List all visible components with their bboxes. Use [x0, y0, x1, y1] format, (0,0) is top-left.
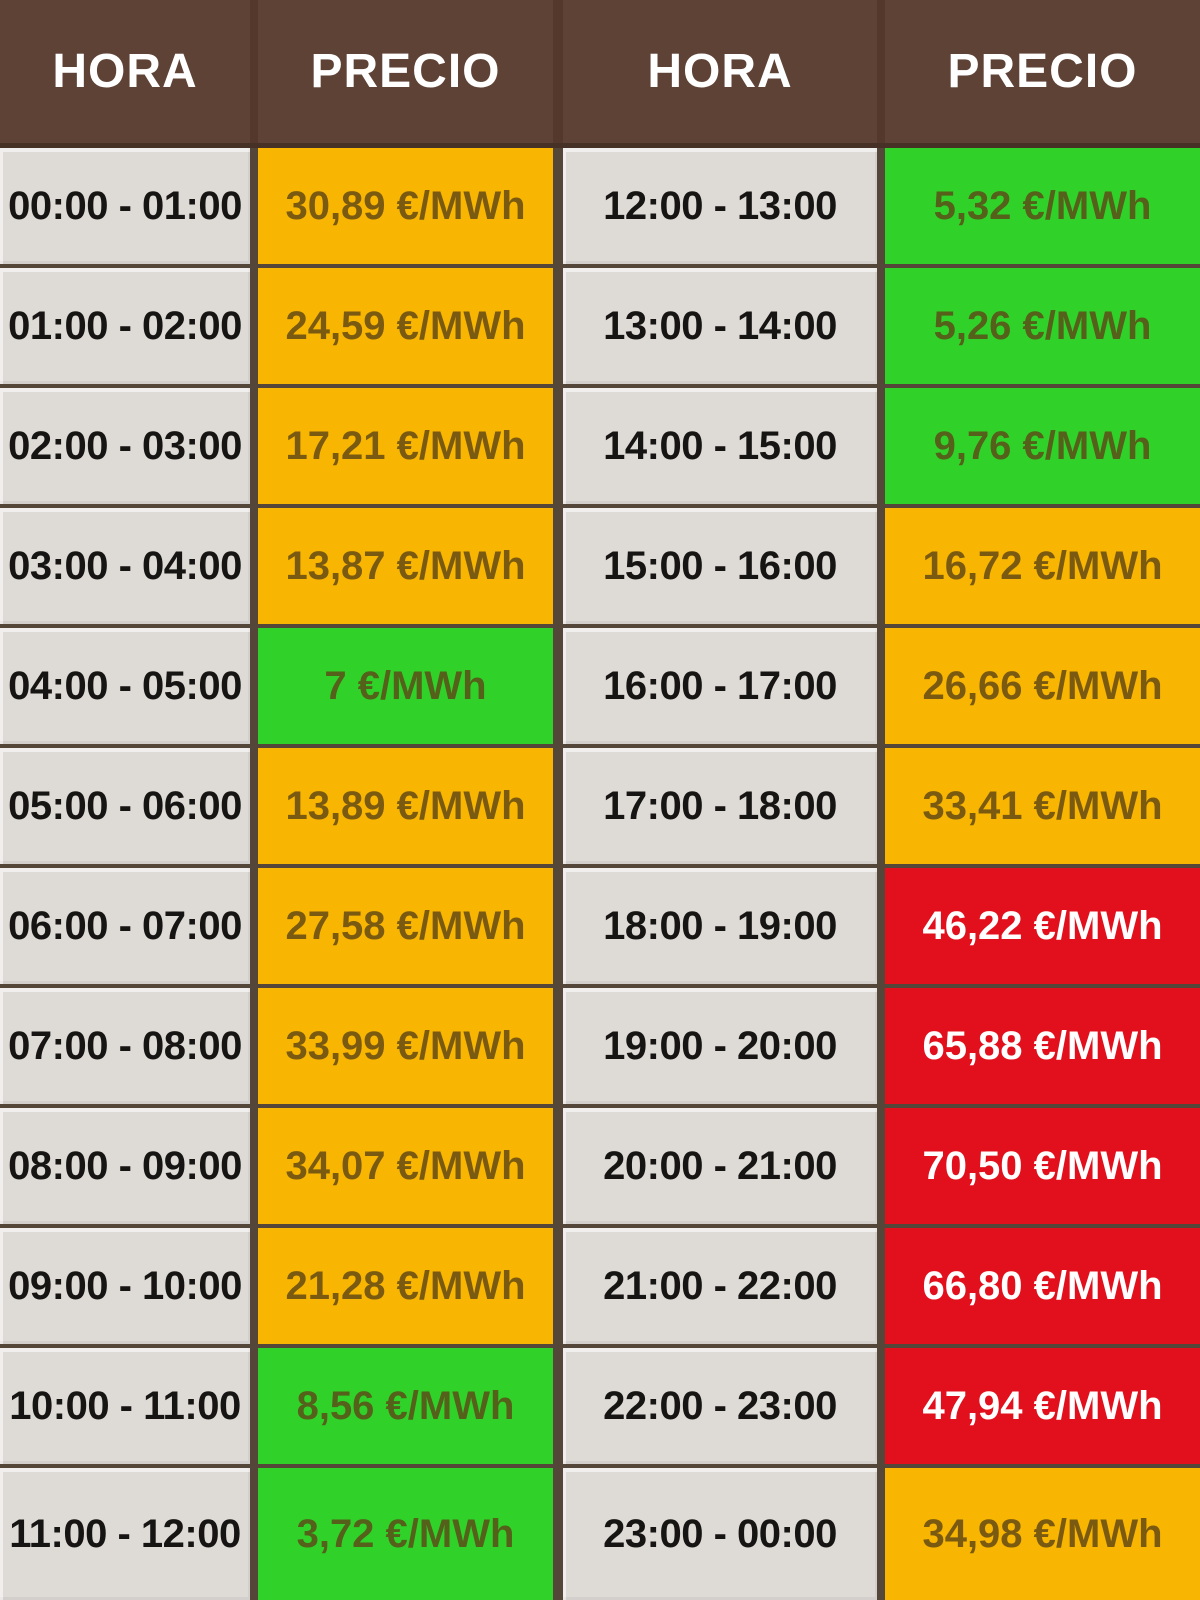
time-cell: 09:00 - 10:00 [0, 1228, 258, 1344]
table-row: 01:00 - 02:00 24,59 €/MWh 13:00 - 14:00 … [0, 268, 1200, 388]
time-cell: 23:00 - 00:00 [563, 1468, 885, 1600]
time-cell: 03:00 - 04:00 [0, 508, 258, 624]
table-row: 03:00 - 04:00 13,87 €/MWh 15:00 - 16:00 … [0, 508, 1200, 628]
time-cell: 21:00 - 22:00 [563, 1228, 885, 1344]
time-cell: 15:00 - 16:00 [563, 508, 885, 624]
table-row: 09:00 - 10:00 21,28 €/MWh 21:00 - 22:00 … [0, 1228, 1200, 1348]
price-cell: 7 €/MWh [258, 628, 563, 744]
header-precio-right: PRECIO [947, 45, 1138, 98]
price-cell: 30,89 €/MWh [258, 148, 563, 264]
price-cell: 27,58 €/MWh [258, 868, 563, 984]
time-cell: 02:00 - 03:00 [0, 388, 258, 504]
price-cell: 5,32 €/MWh [885, 148, 1200, 264]
time-cell: 19:00 - 20:00 [563, 988, 885, 1104]
time-cell: 13:00 - 14:00 [563, 268, 885, 384]
price-cell: 13,89 €/MWh [258, 748, 563, 864]
header-hora-left: HORA [0, 0, 258, 143]
table-row: 05:00 - 06:00 13,89 €/MWh 17:00 - 18:00 … [0, 748, 1200, 868]
table-header: HORA PRECIO HORA PRECIO [0, 0, 1200, 148]
table-row: 10:00 - 11:00 8,56 €/MWh 22:00 - 23:00 4… [0, 1348, 1200, 1468]
table-row: 04:00 - 05:00 7 €/MWh 16:00 - 17:00 26,6… [0, 628, 1200, 748]
price-cell: 34,07 €/MWh [258, 1108, 563, 1224]
price-cell: 66,80 €/MWh [885, 1228, 1200, 1344]
time-cell: 11:00 - 12:00 [0, 1468, 258, 1600]
price-cell: 24,59 €/MWh [258, 268, 563, 384]
table-row: 07:00 - 08:00 33,99 €/MWh 19:00 - 20:00 … [0, 988, 1200, 1108]
header-hora-right: HORA [563, 0, 885, 143]
time-cell: 04:00 - 05:00 [0, 628, 258, 744]
time-cell: 00:00 - 01:00 [0, 148, 258, 264]
price-cell: 3,72 €/MWh [258, 1468, 563, 1600]
price-cell: 9,76 €/MWh [885, 388, 1200, 504]
price-cell: 34,98 €/MWh [885, 1468, 1200, 1600]
table-row: 02:00 - 03:00 17,21 €/MWh 14:00 - 15:00 … [0, 388, 1200, 508]
time-cell: 10:00 - 11:00 [0, 1348, 258, 1464]
time-cell: 22:00 - 23:00 [563, 1348, 885, 1464]
time-cell: 17:00 - 18:00 [563, 748, 885, 864]
price-cell: 33,41 €/MWh [885, 748, 1200, 864]
price-cell: 26,66 €/MWh [885, 628, 1200, 744]
time-cell: 14:00 - 15:00 [563, 388, 885, 504]
price-cell: 16,72 €/MWh [885, 508, 1200, 624]
price-cell: 70,50 €/MWh [885, 1108, 1200, 1224]
time-cell: 01:00 - 02:00 [0, 268, 258, 384]
table-row: 11:00 - 12:00 3,72 €/MWh 23:00 - 00:00 3… [0, 1468, 1200, 1600]
time-cell: 06:00 - 07:00 [0, 868, 258, 984]
time-cell: 05:00 - 06:00 [0, 748, 258, 864]
price-cell: 65,88 €/MWh [885, 988, 1200, 1104]
table-row: 00:00 - 01:00 30,89 €/MWh 12:00 - 13:00 … [0, 148, 1200, 268]
price-cell: 5,26 €/MWh [885, 268, 1200, 384]
time-cell: 20:00 - 21:00 [563, 1108, 885, 1224]
time-cell: 07:00 - 08:00 [0, 988, 258, 1104]
table-row: 08:00 - 09:00 34,07 €/MWh 20:00 - 21:00 … [0, 1108, 1200, 1228]
time-cell: 12:00 - 13:00 [563, 148, 885, 264]
price-cell: 8,56 €/MWh [258, 1348, 563, 1464]
price-cell: 17,21 €/MWh [258, 388, 563, 504]
table-row: 06:00 - 07:00 27,58 €/MWh 18:00 - 19:00 … [0, 868, 1200, 988]
price-cell: 21,28 €/MWh [258, 1228, 563, 1344]
header-precio-left: PRECIO [258, 0, 563, 143]
time-cell: 18:00 - 19:00 [563, 868, 885, 984]
price-cell: 47,94 €/MWh [885, 1348, 1200, 1464]
time-cell: 16:00 - 17:00 [563, 628, 885, 744]
price-cell: 13,87 €/MWh [258, 508, 563, 624]
price-cell: 46,22 €/MWh [885, 868, 1200, 984]
time-cell: 08:00 - 09:00 [0, 1108, 258, 1224]
price-cell: 33,99 €/MWh [258, 988, 563, 1104]
